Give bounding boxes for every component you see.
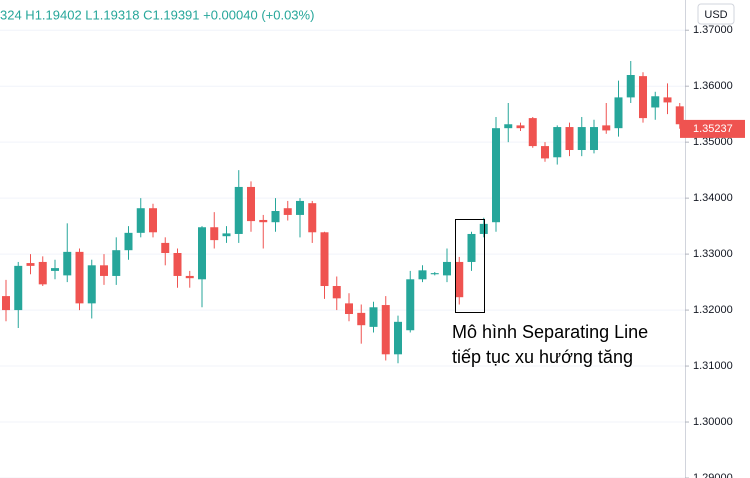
candle-body: [2, 296, 10, 311]
candle-body: [332, 286, 341, 299]
y-tick-label: 1.34000: [693, 192, 733, 204]
currency-label[interactable]: USD: [704, 9, 727, 21]
candle-body: [198, 227, 206, 280]
candle-body: [38, 261, 47, 285]
candle-body: [308, 203, 317, 233]
candle-body: [247, 186, 255, 222]
candle-body: [492, 128, 500, 223]
candle-body: [259, 219, 268, 223]
candle-body: [296, 200, 304, 215]
candle-body: [271, 211, 280, 223]
candle-body: [357, 312, 366, 326]
candle-body: [467, 233, 476, 262]
candle-body: [112, 250, 121, 276]
highlight-box: [455, 219, 485, 313]
candle-body: [234, 186, 243, 234]
candle-body: [443, 261, 451, 276]
y-tick-label: 1.35000: [693, 136, 733, 148]
candle-body: [577, 127, 586, 151]
y-tick-label: 1.31000: [693, 360, 733, 372]
candle-body: [100, 265, 108, 276]
annotation-line: Mô hình Separating Line: [452, 322, 648, 342]
y-tick-label: 1.37000: [693, 24, 733, 36]
candle-body: [479, 223, 488, 234]
candle-body: [149, 208, 157, 233]
candle-body: [602, 125, 611, 131]
candle-body: [51, 268, 59, 271]
y-tick-label: 1.36000: [693, 80, 733, 92]
ohlc-header: 324 H1.19402 L1.19318 C1.19391 +0.00040 …: [0, 7, 314, 22]
candle-body: [663, 97, 672, 103]
candle-body: [614, 97, 623, 129]
candle-body: [124, 232, 133, 251]
candle-body: [430, 273, 439, 275]
candle-body: [418, 270, 427, 280]
candle-body: [553, 127, 562, 158]
candle-body: [381, 305, 390, 355]
candle-body: [75, 251, 84, 304]
candle-body: [394, 321, 402, 355]
candle-body: [528, 118, 537, 147]
candle-body: [26, 263, 35, 266]
currency-badge[interactable]: [697, 3, 735, 25]
candle-body: [210, 227, 219, 241]
candle-body: [136, 208, 145, 233]
annotation-line: tiếp tục xu hướng tăng: [452, 347, 633, 367]
candle-body: [675, 106, 684, 125]
candle-body: [14, 265, 23, 311]
y-tick-label: 1.33000: [693, 248, 733, 260]
y-tick-label: 1.29000: [693, 472, 733, 478]
candle-body: [283, 208, 292, 215]
candles: [2, 61, 684, 364]
candle-body: [541, 146, 549, 159]
candle-body: [369, 307, 378, 327]
candle-body: [639, 76, 647, 119]
y-tick-label: 1.32000: [693, 304, 733, 316]
candle-body: [516, 125, 525, 129]
price-axis: 1.29000 1.30000 1.31000 1.32000 1.33000 1.340…: [680, 24, 745, 478]
candle-body: [222, 233, 231, 237]
last-price-badge: [680, 119, 745, 138]
candle-body: [406, 279, 415, 331]
y-tick-label: 1.30000: [693, 416, 733, 428]
candle-body: [626, 75, 635, 98]
candle-body: [651, 96, 660, 108]
candle-body: [455, 261, 464, 298]
candle-body: [320, 232, 329, 287]
last-price-label: 1.35237: [693, 123, 733, 135]
candle-body: [161, 242, 170, 253]
candle-body: [185, 275, 194, 279]
candle-body: [63, 251, 72, 276]
candle-body: [173, 252, 182, 276]
candle-body: [590, 127, 598, 151]
candle-body: [345, 303, 353, 315]
candle-body: [565, 127, 574, 151]
candle-body: [504, 124, 513, 129]
candle-body: [87, 265, 96, 304]
